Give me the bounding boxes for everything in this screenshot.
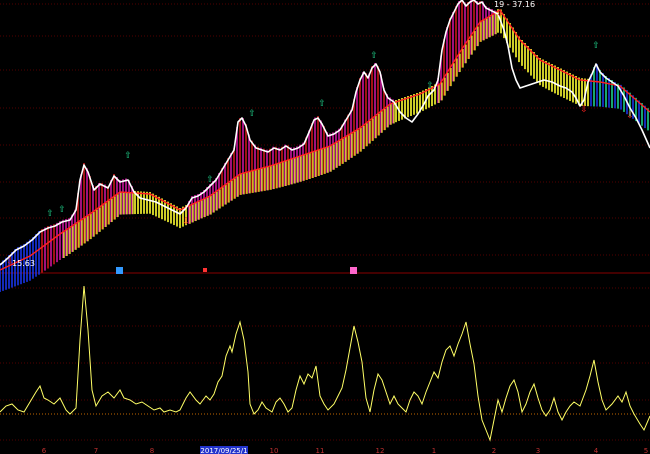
- event-marker-icon: [203, 268, 207, 272]
- date-tick-label: 12: [376, 447, 385, 454]
- date-tick-label: 8: [150, 447, 154, 454]
- down-arrow-icon: ⇩: [626, 111, 634, 121]
- up-arrow-icon: ⇧: [370, 51, 378, 61]
- date-tick-label: 4: [594, 447, 599, 454]
- date-highlight: [200, 446, 248, 454]
- low-price-label: 15.63: [12, 259, 35, 268]
- signal-markers: ⇧ ⇧ ⇧ ⇧ ⇧ ⇧ ⇧ ⇧ ⇧ ⇩ ⇩ ⇩ ⇩ ⇩: [6, 9, 634, 274]
- date-tick-label: 10: [270, 447, 279, 454]
- date-tick-label: 7: [94, 447, 98, 454]
- high-price-label: 19 - 37.16: [494, 0, 535, 9]
- up-arrow-icon: ⇧: [46, 209, 54, 219]
- up-arrow-icon: ⇧: [248, 109, 256, 119]
- up-arrow-icon: ⇧: [426, 81, 434, 91]
- up-arrow-icon: ⇧: [124, 151, 132, 161]
- date-tick-label: 1: [432, 447, 436, 454]
- event-marker-icon: [350, 267, 357, 274]
- down-arrow-icon: ⇩: [580, 105, 588, 115]
- down-arrow-icon: ⇩: [496, 9, 504, 19]
- price-lines: [0, 0, 650, 271]
- date-tick-label: 5: [644, 447, 648, 454]
- price-bands: [0, 0, 649, 292]
- up-arrow-icon: ⇧: [592, 41, 600, 51]
- down-arrow-icon: ⇩: [182, 217, 190, 227]
- up-arrow-icon: ⇧: [318, 99, 326, 109]
- up-arrow-icon: ⇧: [58, 205, 66, 215]
- price-line: [0, 0, 650, 266]
- date-tick-label: 11: [316, 447, 325, 454]
- down-arrow-icon: ⇩: [6, 257, 14, 267]
- up-arrow-icon: ⇧: [206, 175, 214, 185]
- date-tick-label: 2: [492, 447, 496, 454]
- date-tick-label: 6: [42, 447, 47, 454]
- moving-average-line: [0, 9, 650, 271]
- date-tick-label: 2017/09/25/1: [200, 447, 247, 454]
- date-axis: 6 7 8 2017/09/25/1 10 11 12 1 2 3 4 5: [42, 446, 648, 454]
- indicator-line: [0, 285, 650, 442]
- indicator-panel: [0, 285, 650, 442]
- event-marker-icon: [116, 267, 123, 274]
- date-tick-label: 3: [536, 447, 540, 454]
